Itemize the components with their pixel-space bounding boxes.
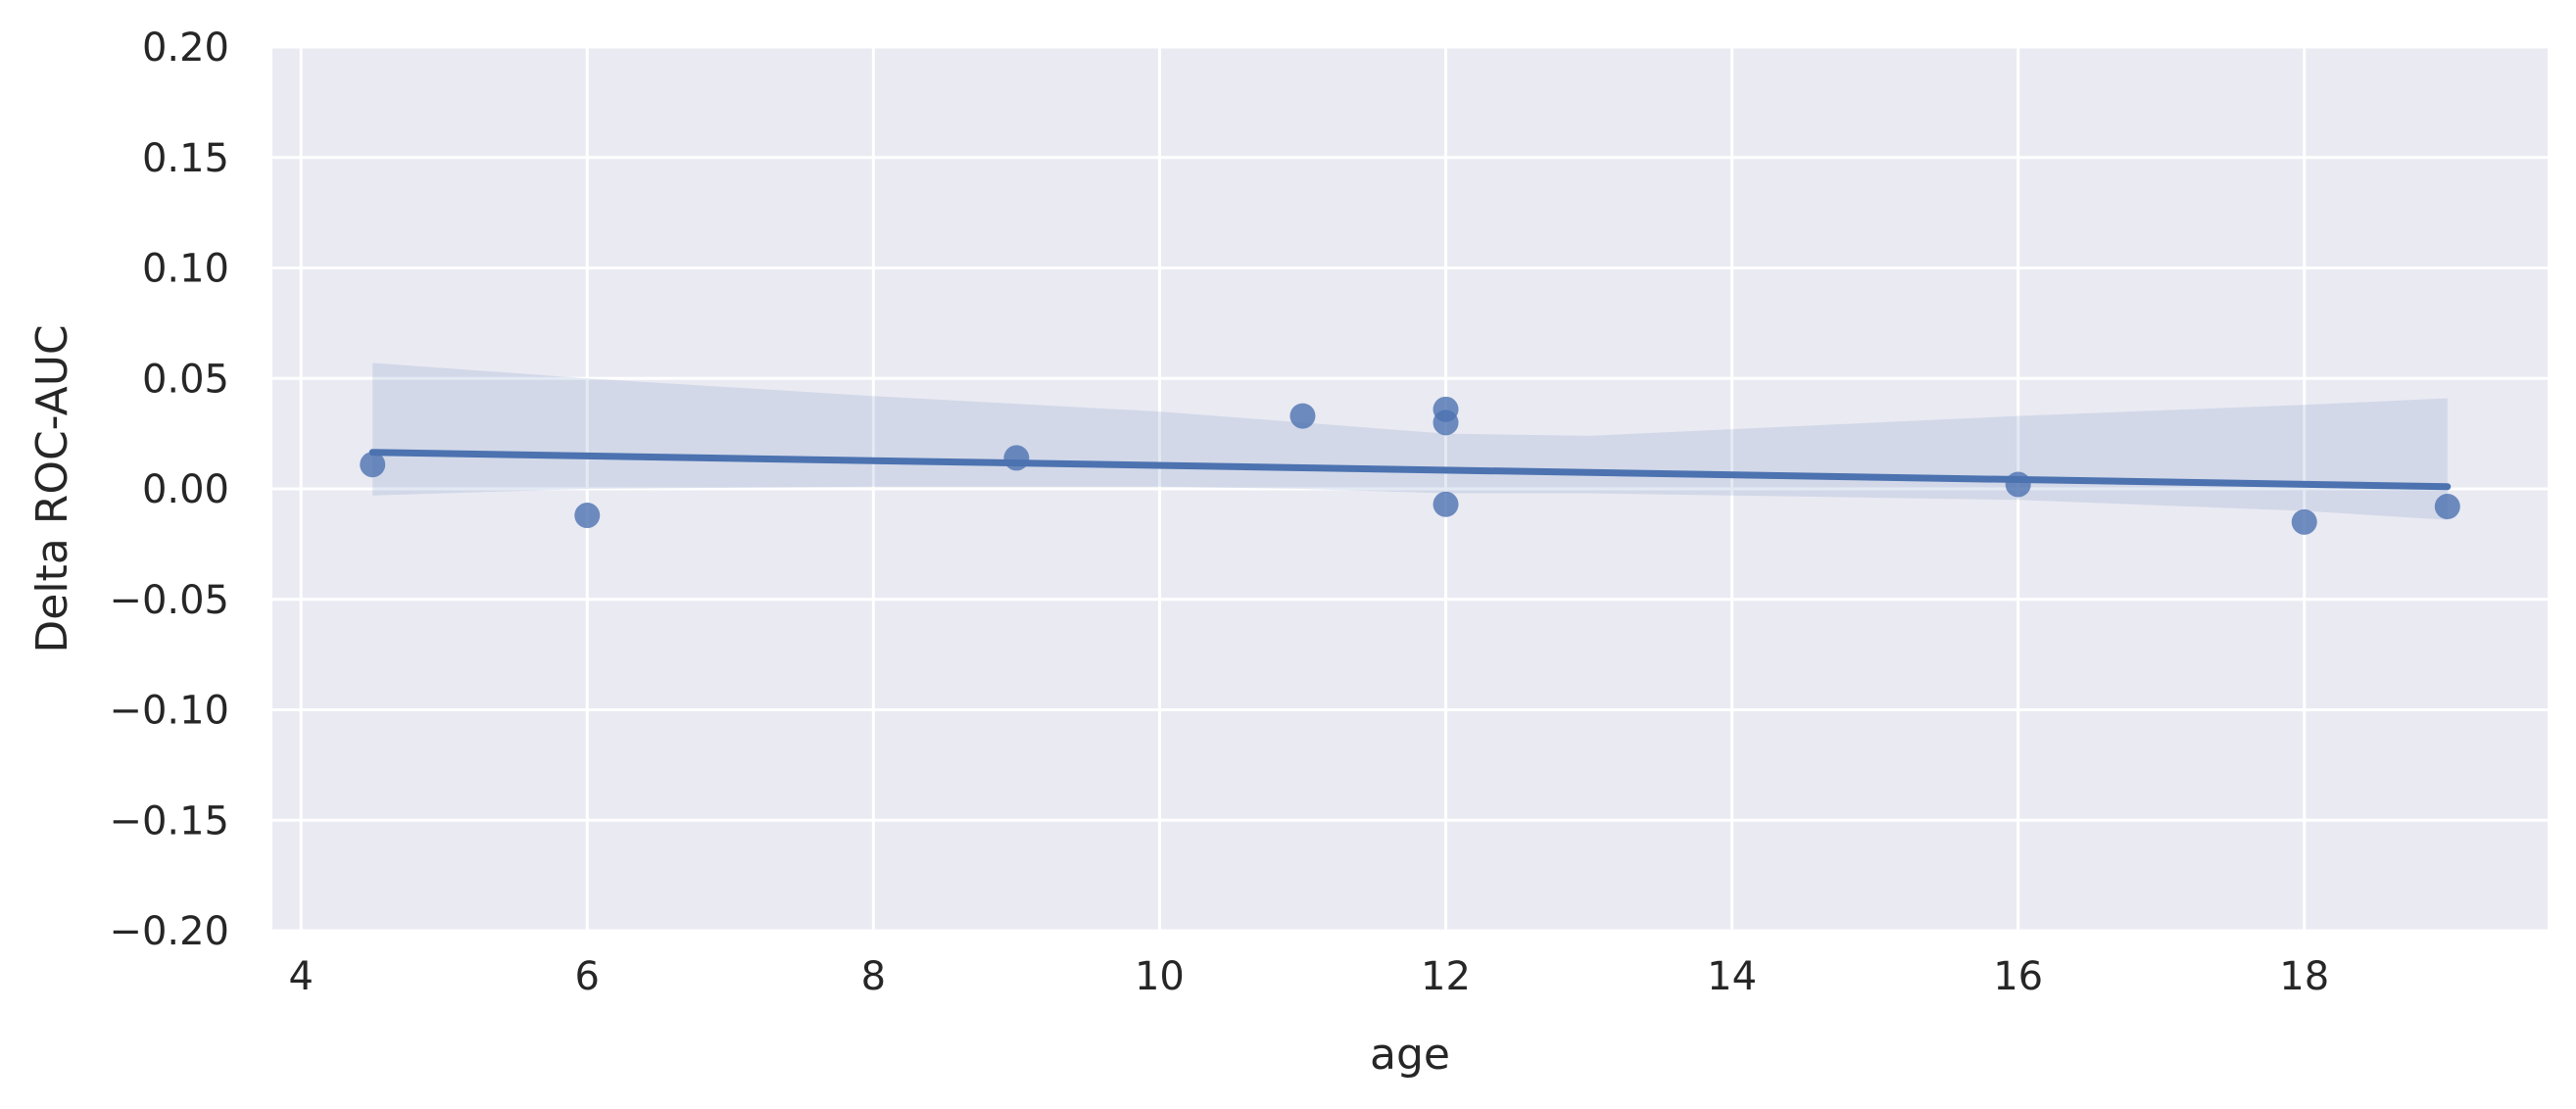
y-tick-label: 0.00 [142, 467, 229, 512]
x-tick-label: 16 [1993, 954, 2043, 999]
x-tick-label: 14 [1707, 954, 1757, 999]
data-point [1003, 445, 1030, 471]
y-tick-label: 0.15 [142, 136, 229, 181]
y-tick-label: −0.10 [109, 689, 229, 734]
regression-line [368, 449, 2452, 491]
regression-line-layer [368, 449, 2452, 491]
x-tick-label: 4 [288, 954, 313, 999]
x-tick-label: 6 [575, 954, 600, 999]
data-point [1289, 403, 1316, 429]
y-tick-label: −0.15 [109, 798, 229, 844]
data-point [574, 503, 601, 529]
y-tick-label: 0.20 [142, 25, 229, 71]
data-point [2434, 494, 2460, 520]
x-axis-ticks: 4 6 8 10 12 14 16 18 [288, 954, 2329, 999]
y-tick-label: 0.10 [142, 247, 229, 292]
data-point [1433, 491, 1459, 517]
x-tick-label: 10 [1135, 954, 1185, 999]
x-tick-label: 12 [1421, 954, 1471, 999]
data-point [360, 452, 386, 478]
y-tick-label: −0.20 [109, 909, 229, 954]
x-tick-label: 18 [2279, 954, 2329, 999]
x-tick-label: 8 [861, 954, 886, 999]
data-point [2005, 471, 2031, 498]
data-point [1433, 410, 1459, 436]
y-axis-title: Delta ROC-AUC [27, 324, 77, 652]
grid-lines [272, 45, 2548, 933]
data-point [2291, 508, 2317, 535]
y-tick-label: −0.05 [109, 578, 229, 623]
y-axis-ticks: −0.20 −0.15 −0.10 −0.05 0.00 0.05 0.10 0.15 0.20 [109, 25, 229, 954]
x-axis-title: age [1370, 1030, 1450, 1080]
data-points [360, 396, 2460, 535]
y-tick-label: 0.05 [142, 357, 229, 402]
